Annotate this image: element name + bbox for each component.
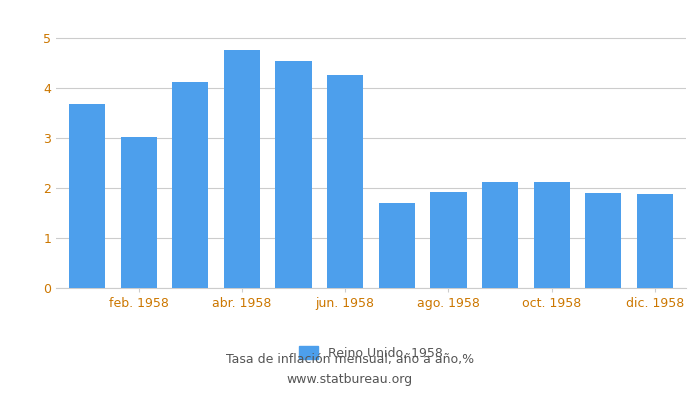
Bar: [172, 82, 209, 288]
Bar: [585, 193, 622, 288]
Bar: [224, 50, 260, 288]
Bar: [430, 192, 466, 288]
Bar: [533, 182, 570, 288]
Bar: [69, 104, 105, 288]
Text: www.statbureau.org: www.statbureau.org: [287, 374, 413, 386]
Bar: [120, 136, 157, 288]
Bar: [327, 75, 363, 288]
Bar: [379, 203, 415, 288]
Bar: [482, 182, 518, 288]
Bar: [637, 194, 673, 288]
Text: Tasa de inflación mensual, año a año,%: Tasa de inflación mensual, año a año,%: [226, 354, 474, 366]
Bar: [276, 60, 312, 288]
Legend: Reino Unido, 1958: Reino Unido, 1958: [294, 341, 448, 365]
